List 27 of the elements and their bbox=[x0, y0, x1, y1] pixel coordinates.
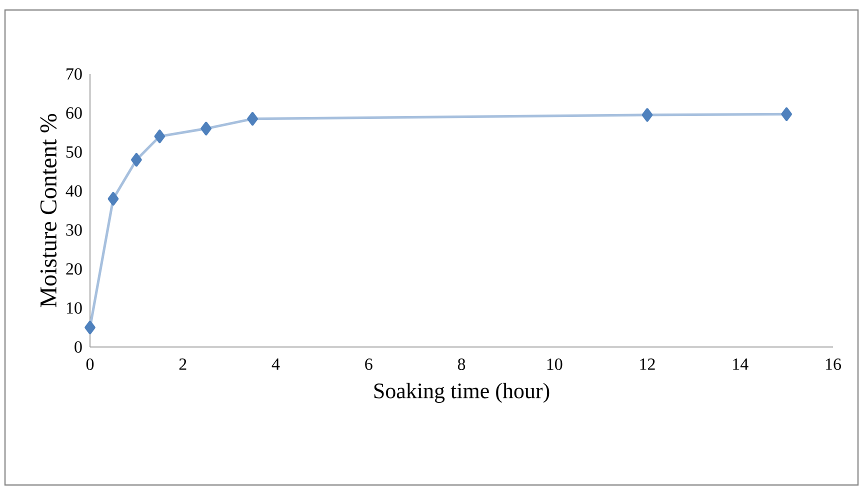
y-tick-label: 20 bbox=[66, 263, 82, 275]
x-tick-label: 10 bbox=[547, 358, 562, 370]
y-tick-label: 10 bbox=[66, 302, 82, 314]
x-axis-title: Soaking time (hour) bbox=[374, 382, 550, 403]
x-tick-label: 2 bbox=[179, 358, 186, 370]
y-tick-label: 50 bbox=[66, 146, 82, 158]
x-tick-label: 12 bbox=[640, 358, 655, 370]
point bbox=[200, 122, 212, 136]
point bbox=[642, 108, 653, 122]
x-tick-label: 8 bbox=[458, 358, 466, 370]
point bbox=[131, 152, 142, 167]
point bbox=[247, 112, 258, 126]
y-axis-title: Moisture Content % bbox=[40, 114, 57, 308]
point bbox=[781, 107, 792, 121]
y-tick-label: 60 bbox=[66, 107, 82, 119]
point bbox=[154, 130, 166, 144]
x-tick-label: 6 bbox=[365, 358, 372, 370]
x-tick-label: 14 bbox=[733, 358, 748, 370]
x-tick-label: 0 bbox=[86, 358, 94, 370]
y-tick-label: 0 bbox=[74, 341, 82, 353]
y-tick-label: 40 bbox=[66, 185, 82, 197]
point bbox=[108, 192, 119, 206]
point bbox=[84, 320, 96, 334]
y-tick-label: 70 bbox=[66, 68, 82, 80]
y-tick-label: 30 bbox=[66, 224, 82, 236]
x-tick-label: 16 bbox=[826, 358, 841, 370]
x-tick-label: 4 bbox=[272, 358, 280, 370]
